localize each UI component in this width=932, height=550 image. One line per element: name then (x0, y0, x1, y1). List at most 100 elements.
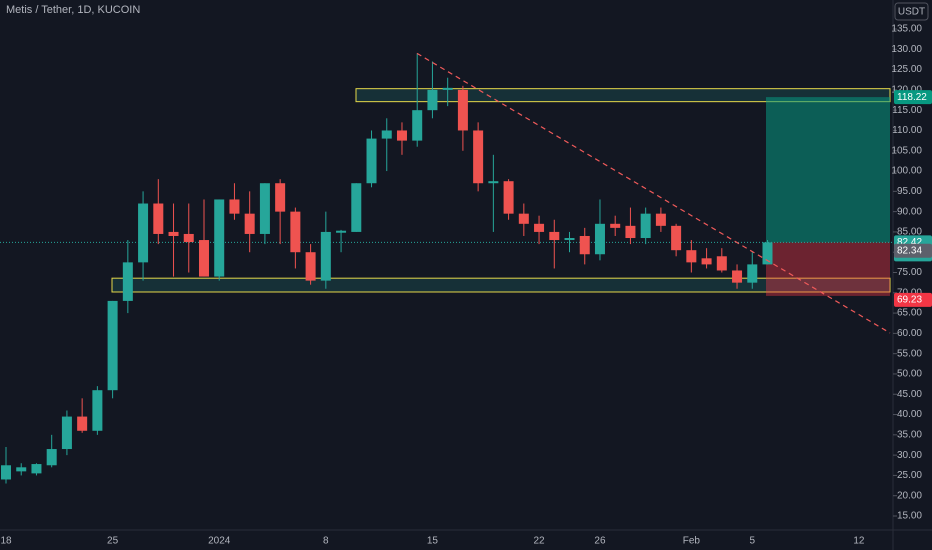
candle-body (686, 250, 697, 263)
candle-body (366, 138, 377, 184)
candle-body (747, 264, 758, 283)
y-tick-label: 75.00 (897, 267, 922, 278)
candle-body (518, 213, 529, 224)
candle-body (168, 231, 179, 236)
candle-body (290, 211, 301, 253)
y-tick-label: 25.00 (897, 470, 922, 481)
zone (111, 277, 891, 293)
candle-body (488, 181, 499, 184)
x-tick-label: 2024 (208, 536, 231, 547)
y-tick-label: 120.00 (891, 85, 922, 96)
candle-body (183, 233, 194, 243)
y-tick-label: 95.00 (897, 186, 922, 197)
x-tick-label: 15 (427, 536, 439, 547)
y-tick-label: 45.00 (897, 389, 922, 400)
y-tick-label: 60.00 (897, 328, 922, 339)
x-tick-label: 8 (323, 536, 329, 547)
y-tick-label: 50.00 (897, 369, 922, 380)
y-tick-label: 35.00 (897, 429, 922, 440)
candle-body (16, 467, 27, 472)
x-tick-label: 26 (594, 536, 606, 547)
y-tick-label: 130.00 (891, 44, 922, 55)
y-tick-label: 30.00 (897, 450, 922, 461)
y-tick-label: 40.00 (897, 409, 922, 420)
candle-body (396, 130, 407, 141)
other-price-label: 82.34 (897, 245, 922, 256)
candle-body (77, 416, 88, 431)
x-tick-label: 25 (107, 536, 119, 547)
candle-body (762, 242, 773, 265)
candle-body (610, 223, 621, 228)
y-tick-label: 135.00 (891, 24, 922, 35)
candle-body (320, 231, 331, 281)
currency-box[interactable] (894, 2, 929, 21)
y-tick-label: 15.00 (897, 511, 922, 522)
candle-body (640, 213, 651, 239)
y-tick-label: 55.00 (897, 348, 922, 359)
candle-body (716, 256, 727, 271)
candle-body (549, 231, 560, 241)
candle-body (473, 130, 484, 184)
candle-body (214, 199, 225, 277)
candle-body (198, 240, 209, 277)
chart-title: Metis / Tether, 1D, KUCOIN (6, 4, 140, 16)
candle-body (381, 130, 392, 139)
x-tick-label: Feb (683, 536, 701, 547)
y-tick-label: 85.00 (897, 227, 922, 238)
candle-body (351, 183, 362, 232)
x-tick-label: 18 (0, 536, 12, 547)
candle-body (92, 390, 103, 431)
candle-body (671, 225, 682, 251)
last-price-label: 82.42 (897, 237, 922, 248)
candle-body (259, 183, 270, 234)
candle-body (138, 203, 149, 263)
candle-body (153, 203, 164, 234)
trendline (416, 52, 891, 334)
candle-body (625, 225, 636, 239)
candle-body (1, 465, 11, 480)
candle-body (457, 89, 468, 131)
y-tick-label: 90.00 (897, 206, 922, 217)
stop-area (766, 242, 890, 296)
target-label: 118.22 (897, 92, 927, 103)
candle-body (594, 223, 605, 255)
candle-body (336, 230, 347, 233)
candle-body (732, 270, 743, 283)
candle-body (122, 262, 133, 301)
candle-body (701, 258, 712, 265)
candle-body (427, 89, 438, 111)
y-tick-label: 100.00 (891, 166, 922, 177)
target-label-box (894, 90, 932, 105)
target-area (766, 97, 890, 243)
y-tick-label: 105.00 (891, 145, 922, 156)
currency: USDT (898, 7, 925, 18)
candle-body (305, 252, 316, 281)
candle-body (61, 416, 72, 450)
y-tick-label: 20.00 (897, 490, 922, 501)
candle-body (655, 213, 666, 226)
x-tick-label: 5 (749, 536, 755, 547)
candle-body (31, 464, 42, 474)
y-tick-label: 65.00 (897, 308, 922, 319)
candle-body (244, 213, 255, 234)
candle-body (534, 223, 545, 232)
candle-body (564, 238, 575, 241)
zone (355, 88, 891, 103)
candle-body (107, 300, 118, 391)
candle-body (442, 87, 453, 90)
y-tick-label: 110.00 (892, 125, 922, 136)
candle-body (46, 449, 57, 466)
stop-label: 69.23 (897, 295, 922, 306)
x-tick-label: 12 (853, 536, 865, 547)
candle-body (229, 199, 240, 214)
stop-label-box (894, 292, 932, 307)
candle-body (503, 181, 514, 214)
y-tick-label: 115.00 (892, 105, 922, 116)
x-tick-label: 22 (533, 536, 545, 547)
other-price-label-box (894, 243, 932, 258)
y-tick-label: 125.00 (891, 64, 922, 75)
candle-body (412, 110, 423, 141)
candle-body (579, 235, 590, 255)
candle-body (275, 183, 286, 212)
